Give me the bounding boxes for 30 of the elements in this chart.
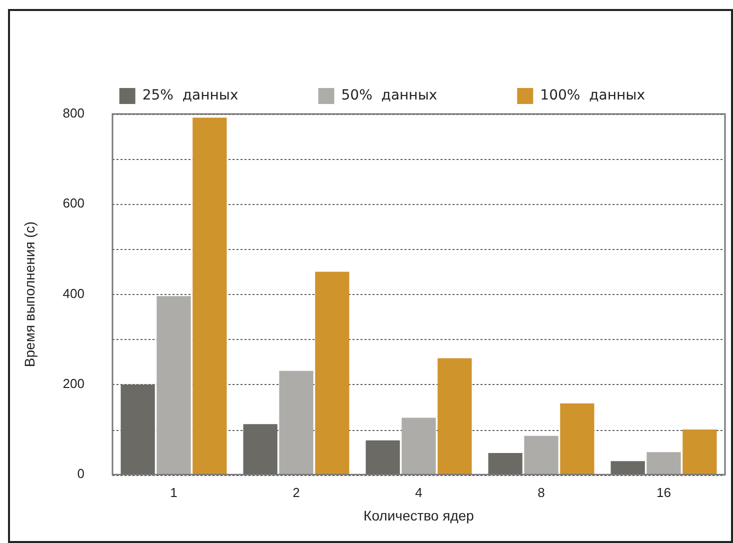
x-tick-label: 16 [656,484,671,500]
bar [243,424,278,475]
x-tick-label: 1 [170,484,178,500]
bar [682,430,717,475]
y-axis-title: Время выполнения (с) [21,221,38,368]
bar [366,440,400,475]
bar [438,358,472,475]
x-axis-title: Количество ядер [364,507,474,524]
y-tick-label: 600 [62,196,84,211]
y-tick-label: 800 [62,106,84,121]
bar [560,403,594,475]
bar [279,370,314,475]
bar [192,118,227,475]
legend-label: 50% данных [341,88,438,104]
bar [156,296,191,475]
x-tick-label: 4 [415,484,422,500]
bar [488,452,522,475]
bar [646,452,681,475]
legend-label: 100% данных [540,88,646,104]
y-tick-label: 400 [62,286,84,301]
bar [120,384,155,475]
bar [610,461,645,475]
bar [402,418,436,475]
bar [315,272,350,475]
y-tick-label: 0 [77,466,84,482]
x-tick-label: 8 [538,484,545,500]
y-tick-label: 200 [62,376,84,392]
bar [524,436,558,475]
x-tick-label: 2 [292,484,300,500]
legend-label: 25% данных [142,88,238,104]
